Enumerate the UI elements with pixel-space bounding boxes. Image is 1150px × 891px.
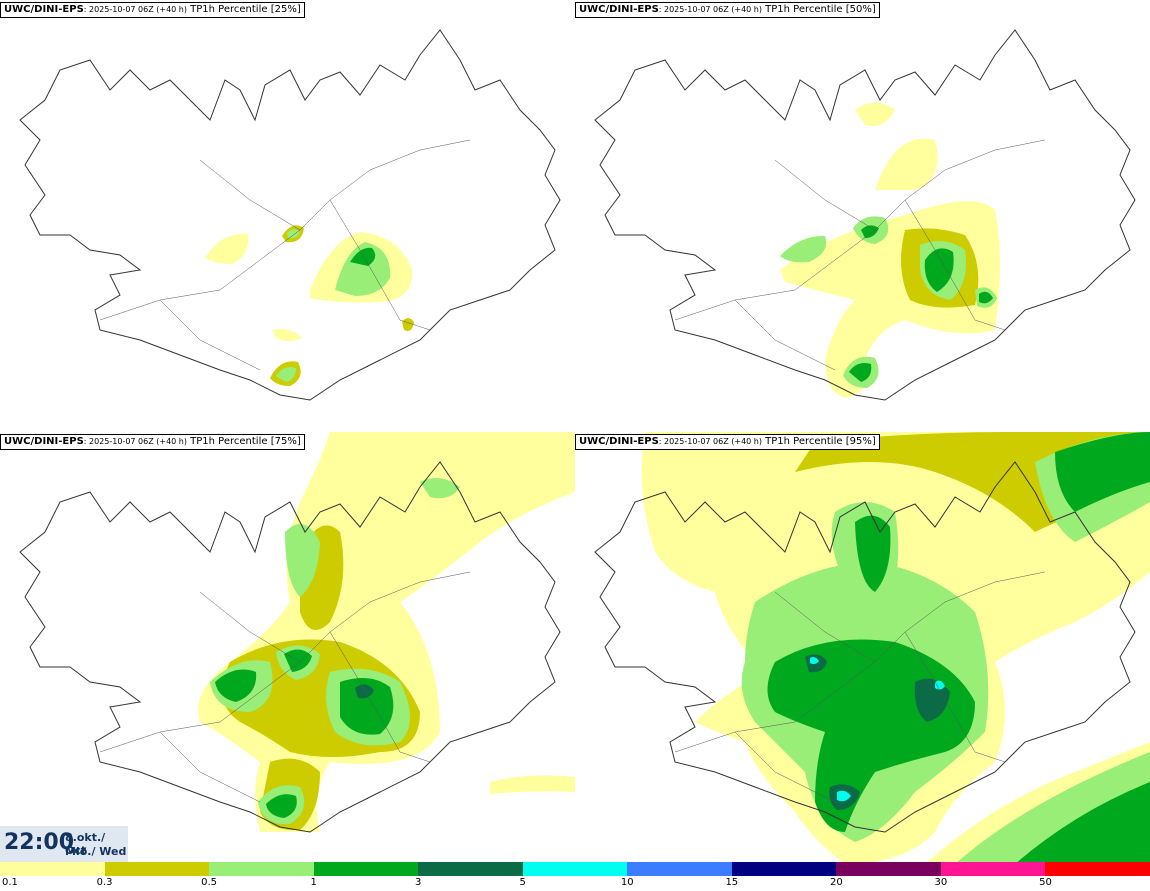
road-network bbox=[674, 139, 1046, 371]
map-panel-p75: UWC/DINI-EPS: 2025-10-07 06Z (+40 h) TP1… bbox=[0, 432, 575, 864]
panel-title: UWC/DINI-EPS: 2025-10-07 06Z (+40 h) TP1… bbox=[0, 2, 305, 18]
legend-colorbar bbox=[0, 862, 1150, 876]
legend-label: 3 bbox=[414, 877, 422, 888]
legend-label: 20 bbox=[829, 877, 843, 888]
legend-label: 30 bbox=[934, 877, 948, 888]
road-network bbox=[674, 571, 1046, 803]
valid-date-line1: 8.okt./ Oct bbox=[65, 831, 106, 857]
iceland-coastline bbox=[19, 461, 561, 833]
map-panel-p95: UWC/DINI-EPS: 2025-10-07 06Z (+40 h) TP1… bbox=[575, 432, 1150, 864]
valid-time-box: 22:00 8.okt./ Oct Mið./ Wed bbox=[0, 826, 128, 862]
legend-label: 15 bbox=[725, 877, 739, 888]
iceland-coastline bbox=[594, 29, 1136, 401]
valid-time: 22:00 bbox=[4, 830, 75, 855]
precip-map bbox=[19, 432, 575, 833]
valid-date-line2: Mið./ Wed bbox=[65, 845, 127, 858]
legend-swatch bbox=[731, 862, 837, 876]
iceland-coastline bbox=[19, 29, 561, 401]
field-name: TP1h Percentile [75%] bbox=[186, 436, 301, 447]
model-name: UWC/DINI-EPS bbox=[4, 4, 84, 15]
precip-overlay bbox=[641, 432, 1150, 864]
legend-swatch bbox=[836, 862, 941, 876]
legend-swatch bbox=[209, 862, 314, 876]
map-panel-p50: UWC/DINI-EPS: 2025-10-07 06Z (+40 h) TP1… bbox=[575, 0, 1150, 432]
precip-overlay bbox=[198, 432, 575, 832]
legend-swatch bbox=[1045, 862, 1150, 876]
iceland-coastline bbox=[594, 461, 1136, 833]
run-info: : 2025-10-07 06Z (+40 h) bbox=[83, 5, 187, 14]
precip-map bbox=[594, 432, 1150, 864]
legend-swatch bbox=[522, 862, 628, 876]
model-name: UWC/DINI-EPS bbox=[4, 436, 84, 447]
precip-overlay bbox=[780, 102, 1000, 398]
legend-swatch bbox=[627, 862, 732, 876]
precip-overlay bbox=[205, 225, 414, 386]
model-name: UWC/DINI-EPS bbox=[579, 4, 659, 15]
legend-label: 0.1 bbox=[2, 877, 18, 888]
legend-label: 0.5 bbox=[201, 877, 218, 888]
panel-title: UWC/DINI-EPS: 2025-10-07 06Z (+40 h) TP1… bbox=[575, 434, 880, 450]
road-network bbox=[99, 571, 471, 803]
precip-map bbox=[594, 29, 1136, 401]
field-name: TP1h Percentile [95%] bbox=[761, 436, 876, 447]
run-info: : 2025-10-07 06Z (+40 h) bbox=[658, 437, 762, 446]
run-info: : 2025-10-07 06Z (+40 h) bbox=[83, 437, 187, 446]
legend-label: 0.3 bbox=[96, 877, 113, 888]
legend-label: 10 bbox=[620, 877, 634, 888]
panel-title: UWC/DINI-EPS: 2025-10-07 06Z (+40 h) TP1… bbox=[0, 434, 305, 450]
legend-swatch bbox=[104, 862, 210, 876]
legend-label: 50 bbox=[1039, 877, 1052, 888]
panel-title: UWC/DINI-EPS: 2025-10-07 06Z (+40 h) TP1… bbox=[575, 2, 880, 18]
legend-swatch bbox=[418, 862, 523, 876]
legend-swatch bbox=[940, 862, 1046, 876]
precip-legend: 0.1 0.3 0.5 1 3 5 10 15 20 30 50 bbox=[0, 862, 1150, 891]
run-info: : 2025-10-07 06Z (+40 h) bbox=[658, 5, 762, 14]
legend-label: 5 bbox=[519, 877, 526, 888]
precip-map bbox=[19, 29, 561, 401]
field-name: TP1h Percentile [50%] bbox=[761, 4, 876, 15]
map-panel-p25: UWC/DINI-EPS: 2025-10-07 06Z (+40 h) TP1… bbox=[0, 0, 575, 432]
field-name: TP1h Percentile [25%] bbox=[186, 4, 301, 15]
legend-swatch bbox=[0, 862, 105, 876]
legend-swatch bbox=[313, 862, 419, 876]
legend-label: 1 bbox=[310, 877, 317, 888]
model-name: UWC/DINI-EPS bbox=[579, 436, 659, 447]
road-network bbox=[99, 139, 471, 371]
